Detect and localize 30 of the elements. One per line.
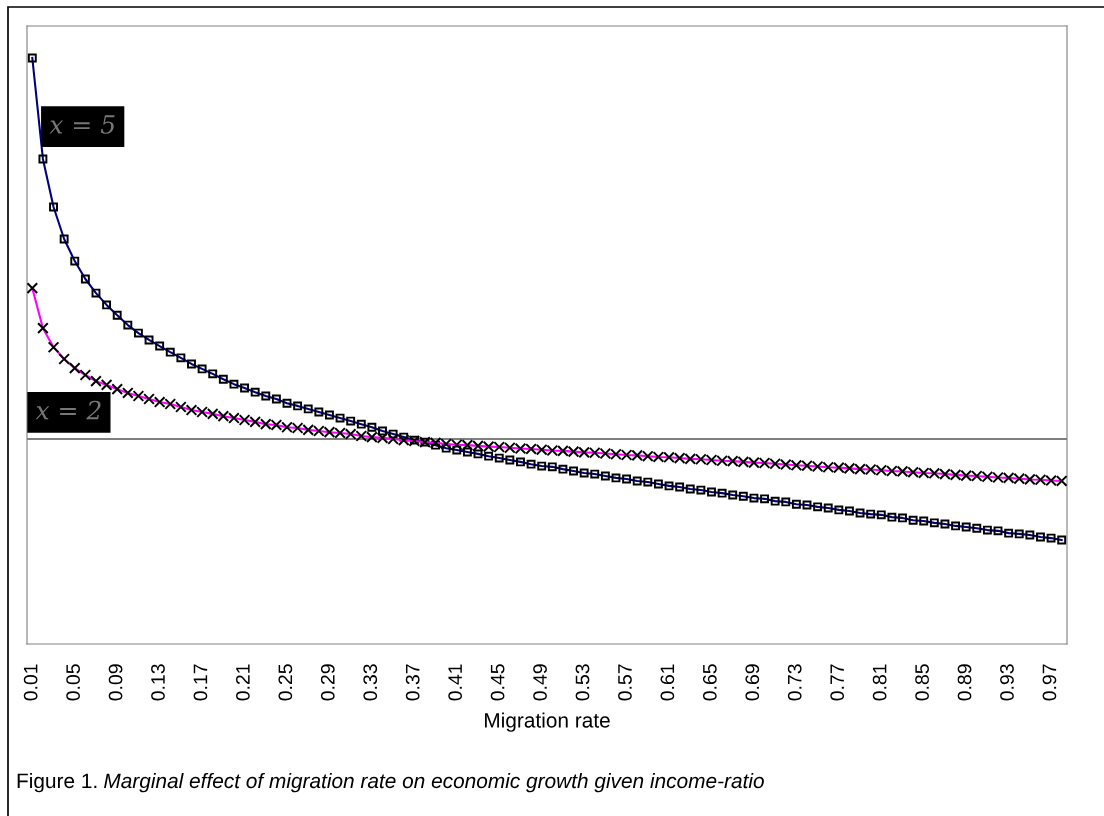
x-tick-label: 0.01 [23,664,38,701]
x-tick-label: 0.73 [787,664,802,701]
series-label: x = 2 [35,400,101,420]
x-tick-label: 0.81 [872,664,887,701]
x-tick-label: 0.77 [830,664,845,701]
x-tick-label: 0.25 [278,664,293,701]
x-tick-label: 0.17 [193,664,208,701]
x-tick-label: 0.29 [320,664,335,701]
x-tick-label: 0.49 [533,664,547,701]
series-label: x = 5 [49,115,115,134]
x-tick-label: 0.05 [66,664,80,701]
x-tick-label: 0.85 [915,664,929,701]
x-tick-label: 0.41 [448,664,463,701]
x-tick-label: 0.09 [108,664,123,701]
x-tick-label: 0.45 [490,664,505,701]
x-tick-label: 0.21 [236,664,250,701]
text: Marginal effect of migration rate on economic growth given income-ratio [104,772,764,793]
x-tick-label: 0.57 [618,664,632,701]
x-tick-label: 0.53 [575,664,590,701]
x-tick-label: 0.69 [745,664,760,701]
x-tick-label: 0.89 [957,664,972,701]
x-tick-label: 0.93 [1000,664,1014,701]
x-axis-title: Migration rate [485,712,610,732]
x-tick-label: 0.61 [660,664,675,701]
x-tick-label: 0.13 [151,664,165,701]
x-tick-label: 0.33 [363,664,378,701]
x-tick-label: 0.37 [405,664,420,701]
caption: Figure 1. [17,772,97,793]
x-tick-label: 0.65 [702,664,717,701]
x-tick-label: 0.97 [1042,664,1057,701]
